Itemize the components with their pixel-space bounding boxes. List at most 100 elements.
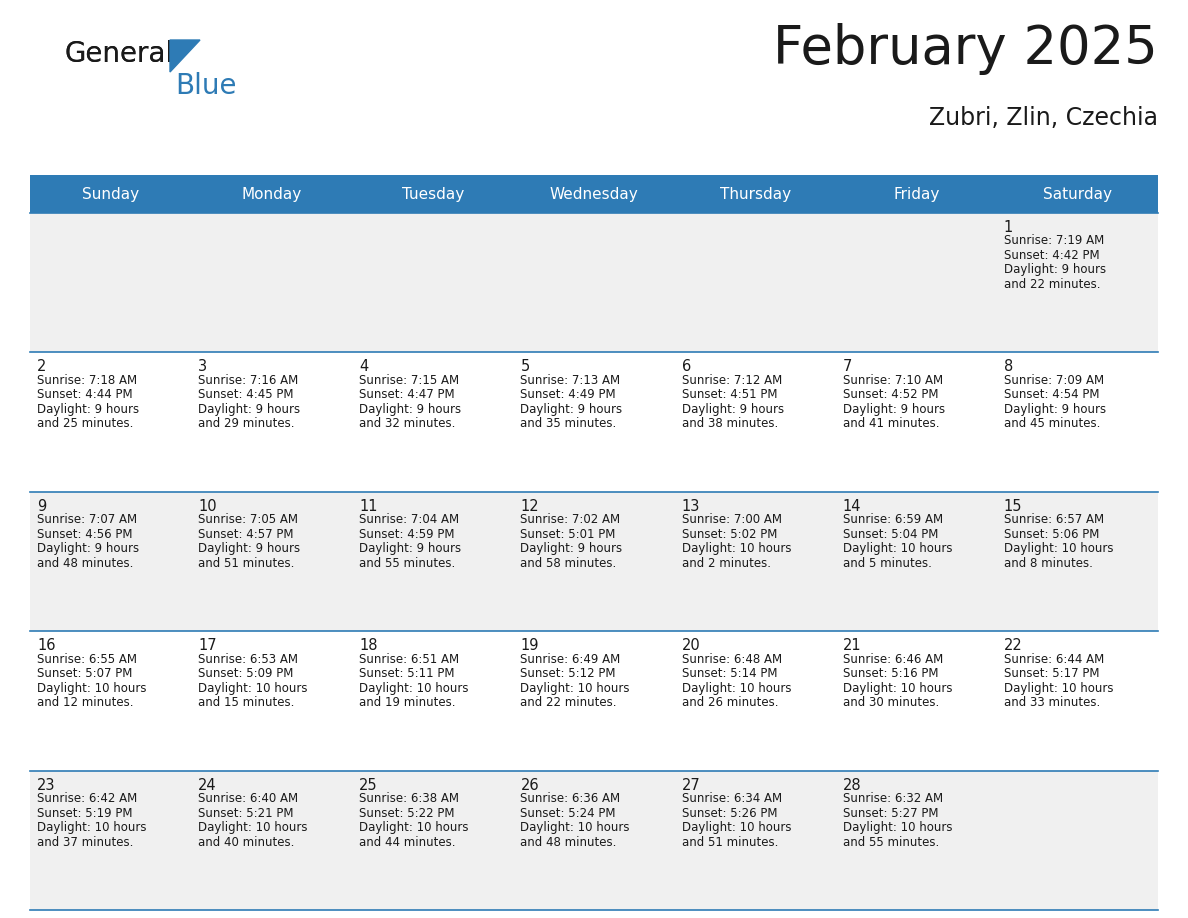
Text: Sunset: 5:19 PM: Sunset: 5:19 PM xyxy=(37,807,133,820)
Text: Sunset: 4:57 PM: Sunset: 4:57 PM xyxy=(198,528,293,541)
Text: Sunrise: 6:59 AM: Sunrise: 6:59 AM xyxy=(842,513,943,526)
Text: Sunset: 5:09 PM: Sunset: 5:09 PM xyxy=(198,667,293,680)
Text: Daylight: 10 hours: Daylight: 10 hours xyxy=(198,682,308,695)
Text: and 22 minutes.: and 22 minutes. xyxy=(520,696,617,710)
Bar xyxy=(513,632,675,770)
Bar xyxy=(997,353,1158,492)
Text: Daylight: 9 hours: Daylight: 9 hours xyxy=(198,543,301,555)
Text: Sunset: 4:54 PM: Sunset: 4:54 PM xyxy=(1004,388,1099,401)
Text: 4: 4 xyxy=(359,360,368,375)
Text: Daylight: 9 hours: Daylight: 9 hours xyxy=(520,403,623,416)
Text: Blue: Blue xyxy=(175,72,236,100)
Bar xyxy=(30,353,191,492)
Bar xyxy=(835,770,997,910)
Text: Daylight: 9 hours: Daylight: 9 hours xyxy=(1004,263,1106,276)
Text: Sunrise: 7:07 AM: Sunrise: 7:07 AM xyxy=(37,513,137,526)
Bar xyxy=(513,213,675,353)
Text: 11: 11 xyxy=(359,498,378,514)
Text: Sunset: 5:11 PM: Sunset: 5:11 PM xyxy=(359,667,455,680)
Text: and 26 minutes.: and 26 minutes. xyxy=(682,696,778,710)
Text: Sunrise: 6:53 AM: Sunrise: 6:53 AM xyxy=(198,653,298,666)
Text: Daylight: 10 hours: Daylight: 10 hours xyxy=(682,682,791,695)
Bar xyxy=(675,492,835,632)
Text: Sunset: 4:45 PM: Sunset: 4:45 PM xyxy=(198,388,293,401)
Text: 13: 13 xyxy=(682,498,700,514)
Bar xyxy=(353,213,513,353)
Text: Sunset: 5:04 PM: Sunset: 5:04 PM xyxy=(842,528,939,541)
Text: Sunrise: 7:19 AM: Sunrise: 7:19 AM xyxy=(1004,234,1104,248)
Bar xyxy=(191,175,353,213)
Text: Monday: Monday xyxy=(241,186,302,201)
Text: Wednesday: Wednesday xyxy=(550,186,638,201)
Text: and 30 minutes.: and 30 minutes. xyxy=(842,696,939,710)
Bar xyxy=(835,353,997,492)
Text: Daylight: 10 hours: Daylight: 10 hours xyxy=(1004,543,1113,555)
Text: and 35 minutes.: and 35 minutes. xyxy=(520,418,617,431)
Text: and 51 minutes.: and 51 minutes. xyxy=(198,557,295,570)
Text: Sunrise: 7:15 AM: Sunrise: 7:15 AM xyxy=(359,374,460,386)
Text: 5: 5 xyxy=(520,360,530,375)
Text: and 58 minutes.: and 58 minutes. xyxy=(520,557,617,570)
Text: Sunrise: 7:00 AM: Sunrise: 7:00 AM xyxy=(682,513,782,526)
Text: 2: 2 xyxy=(37,360,46,375)
Text: 6: 6 xyxy=(682,360,690,375)
Text: and 33 minutes.: and 33 minutes. xyxy=(1004,696,1100,710)
Text: Sunset: 4:49 PM: Sunset: 4:49 PM xyxy=(520,388,617,401)
Text: Sunrise: 7:04 AM: Sunrise: 7:04 AM xyxy=(359,513,460,526)
Text: Daylight: 10 hours: Daylight: 10 hours xyxy=(520,682,630,695)
Text: Sunset: 4:44 PM: Sunset: 4:44 PM xyxy=(37,388,133,401)
Bar xyxy=(353,492,513,632)
Text: Sunset: 4:56 PM: Sunset: 4:56 PM xyxy=(37,528,133,541)
Text: and 19 minutes.: and 19 minutes. xyxy=(359,696,456,710)
Polygon shape xyxy=(170,40,200,72)
Bar xyxy=(835,175,997,213)
Text: Daylight: 10 hours: Daylight: 10 hours xyxy=(37,682,146,695)
Text: 10: 10 xyxy=(198,498,216,514)
Bar xyxy=(675,770,835,910)
Bar xyxy=(191,770,353,910)
Text: Sunrise: 6:34 AM: Sunrise: 6:34 AM xyxy=(682,792,782,805)
Text: Daylight: 9 hours: Daylight: 9 hours xyxy=(359,543,461,555)
Text: Zubri, Zlin, Czechia: Zubri, Zlin, Czechia xyxy=(929,106,1158,130)
Bar xyxy=(191,213,353,353)
Text: Saturday: Saturday xyxy=(1043,186,1112,201)
Text: and 37 minutes.: and 37 minutes. xyxy=(37,835,133,848)
Text: 27: 27 xyxy=(682,778,700,792)
Bar xyxy=(353,175,513,213)
Bar xyxy=(835,213,997,353)
Text: Sunrise: 6:55 AM: Sunrise: 6:55 AM xyxy=(37,653,137,666)
Text: and 38 minutes.: and 38 minutes. xyxy=(682,418,778,431)
Text: and 25 minutes.: and 25 minutes. xyxy=(37,418,133,431)
Text: 22: 22 xyxy=(1004,638,1023,654)
Text: Daylight: 10 hours: Daylight: 10 hours xyxy=(1004,682,1113,695)
Bar xyxy=(675,353,835,492)
Text: and 29 minutes.: and 29 minutes. xyxy=(198,418,295,431)
Text: Sunrise: 7:09 AM: Sunrise: 7:09 AM xyxy=(1004,374,1104,386)
Text: and 51 minutes.: and 51 minutes. xyxy=(682,835,778,848)
Bar xyxy=(997,770,1158,910)
Text: Sunset: 5:16 PM: Sunset: 5:16 PM xyxy=(842,667,939,680)
Text: Daylight: 10 hours: Daylight: 10 hours xyxy=(198,821,308,834)
Text: Daylight: 9 hours: Daylight: 9 hours xyxy=(37,403,139,416)
Text: Sunrise: 6:49 AM: Sunrise: 6:49 AM xyxy=(520,653,620,666)
Text: Sunrise: 7:05 AM: Sunrise: 7:05 AM xyxy=(198,513,298,526)
Text: Sunrise: 7:12 AM: Sunrise: 7:12 AM xyxy=(682,374,782,386)
Bar xyxy=(353,770,513,910)
Text: Sunset: 5:17 PM: Sunset: 5:17 PM xyxy=(1004,667,1099,680)
Text: Sunset: 5:22 PM: Sunset: 5:22 PM xyxy=(359,807,455,820)
Text: and 44 minutes.: and 44 minutes. xyxy=(359,835,456,848)
Text: General: General xyxy=(65,40,175,68)
Text: Daylight: 9 hours: Daylight: 9 hours xyxy=(1004,403,1106,416)
Text: Sunset: 4:47 PM: Sunset: 4:47 PM xyxy=(359,388,455,401)
Text: Sunrise: 6:32 AM: Sunrise: 6:32 AM xyxy=(842,792,943,805)
Bar xyxy=(30,175,191,213)
Text: Sunset: 5:02 PM: Sunset: 5:02 PM xyxy=(682,528,777,541)
Text: Sunset: 5:14 PM: Sunset: 5:14 PM xyxy=(682,667,777,680)
Text: and 15 minutes.: and 15 minutes. xyxy=(198,696,295,710)
Bar xyxy=(30,632,191,770)
Text: Daylight: 10 hours: Daylight: 10 hours xyxy=(842,543,953,555)
Text: Sunset: 5:07 PM: Sunset: 5:07 PM xyxy=(37,667,132,680)
Text: Sunset: 5:01 PM: Sunset: 5:01 PM xyxy=(520,528,615,541)
Text: Daylight: 10 hours: Daylight: 10 hours xyxy=(359,682,469,695)
Bar xyxy=(191,492,353,632)
